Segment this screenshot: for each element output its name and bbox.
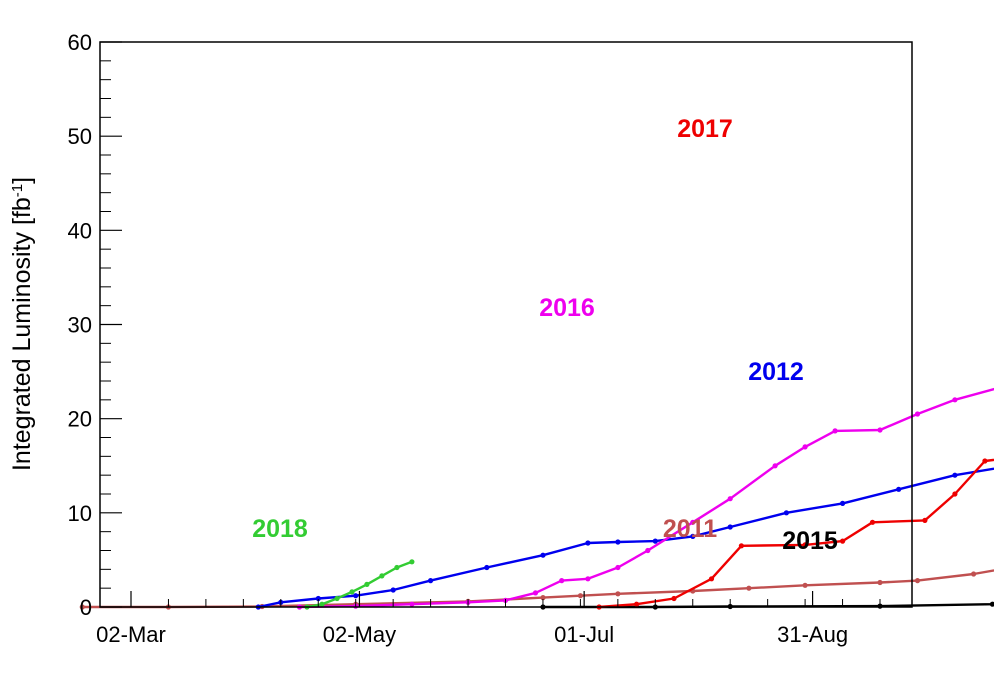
- data-point-2018: [334, 595, 340, 602]
- data-point-2017: [869, 519, 876, 525]
- series-label-2011: 2011: [663, 515, 717, 543]
- data-point-2012: [484, 564, 490, 571]
- data-point-2012: [840, 500, 846, 506]
- data-point-2016: [877, 427, 883, 433]
- data-point-2018: [364, 581, 370, 588]
- data-point-2016: [409, 601, 415, 607]
- data-point-2012: [727, 524, 733, 530]
- data-point-2012: [540, 552, 546, 558]
- data-point-2018: [379, 573, 385, 579]
- data-point-2012: [315, 595, 321, 602]
- data-point-2018: [409, 559, 415, 565]
- data-point-2016: [772, 463, 778, 469]
- data-point-2016: [832, 428, 838, 434]
- y-tick-label: 10: [68, 501, 92, 526]
- data-point-2017: [952, 491, 958, 497]
- x-tick-label: 02-May: [323, 622, 396, 647]
- y-tick-label: 30: [68, 313, 92, 338]
- data-point-2016: [585, 576, 591, 582]
- data-point-2018: [394, 564, 400, 571]
- series-label-2016: 2016: [539, 294, 595, 322]
- y-tick-label: 0: [80, 595, 92, 620]
- data-point-2012: [428, 578, 434, 584]
- data-point-2017: [982, 458, 988, 464]
- y-tick-label: 20: [68, 407, 92, 432]
- data-point-2011: [615, 591, 621, 597]
- y-axis-title-superscript: -1: [9, 184, 26, 197]
- data-point-2016: [802, 444, 808, 450]
- y-axis-title-suffix: ]: [8, 177, 36, 184]
- data-point-2012: [952, 472, 958, 478]
- data-point-2012: [896, 486, 902, 492]
- series-2016: [296, 387, 994, 610]
- data-point-2011: [877, 579, 883, 586]
- series-line-2016: [299, 387, 994, 609]
- data-point-2017: [708, 576, 715, 582]
- x-tick-label: 31-Aug: [777, 622, 848, 647]
- data-point-2018: [319, 601, 325, 607]
- data-point-2011: [79, 604, 85, 610]
- data-point-2011: [802, 582, 808, 588]
- data-point-2016: [914, 411, 921, 417]
- data-point-2017: [738, 543, 745, 549]
- y-tick-label: 60: [68, 30, 92, 55]
- series-2017: [596, 458, 994, 610]
- data-point-2016: [727, 496, 733, 502]
- data-point-2011: [971, 571, 977, 577]
- series-label-2012: 2012: [748, 358, 804, 386]
- data-point-2016: [952, 397, 958, 403]
- data-point-2016: [645, 547, 651, 554]
- data-point-2012: [390, 587, 396, 593]
- data-point-2012: [652, 538, 658, 544]
- y-tick-label: 40: [68, 218, 92, 243]
- y-axis-title: Integrated Luminosity [fb-1]: [8, 177, 36, 471]
- series-label-2018: 2018: [252, 515, 308, 543]
- y-tick-label: 50: [68, 124, 92, 149]
- series-2012: [255, 467, 994, 610]
- series-line-2018: [306, 560, 413, 609]
- data-point-2016: [559, 578, 565, 584]
- data-point-2016: [690, 519, 696, 525]
- x-tick-label: 02-Mar: [96, 622, 166, 647]
- data-point-2017: [634, 601, 640, 607]
- data-point-2011: [540, 595, 546, 601]
- data-point-2012: [615, 539, 621, 545]
- data-point-2012: [783, 510, 790, 516]
- y-axis-title-main: Integrated Luminosity [fb: [8, 197, 36, 471]
- data-point-2017: [922, 517, 928, 524]
- data-point-2012: [353, 593, 359, 599]
- data-point-2012: [585, 540, 591, 546]
- data-point-2011: [914, 578, 921, 584]
- data-point-2016: [532, 590, 539, 596]
- data-point-2016: [615, 564, 621, 571]
- data-point-2017: [671, 595, 677, 602]
- data-point-2015: [989, 601, 994, 607]
- data-point-2017: [840, 538, 846, 544]
- series-line-2012: [258, 467, 994, 609]
- data-point-2018: [349, 589, 355, 595]
- series-label-2017: 2017: [677, 115, 733, 143]
- data-point-2011: [746, 585, 752, 591]
- data-point-2017: [802, 542, 808, 548]
- series-label-2015: 2015: [782, 527, 838, 555]
- series-line-2017: [599, 458, 994, 609]
- data-point-2012: [690, 533, 696, 540]
- x-tick-label: 01-Jul: [554, 622, 614, 647]
- data-point-2011: [577, 593, 584, 599]
- ticks-layer: 010203040506002-Mar02-May01-Jul31-Aug31-…: [68, 30, 881, 647]
- labels-layer: 2011 2012 2015 2016 2017 2018: [252, 115, 838, 555]
